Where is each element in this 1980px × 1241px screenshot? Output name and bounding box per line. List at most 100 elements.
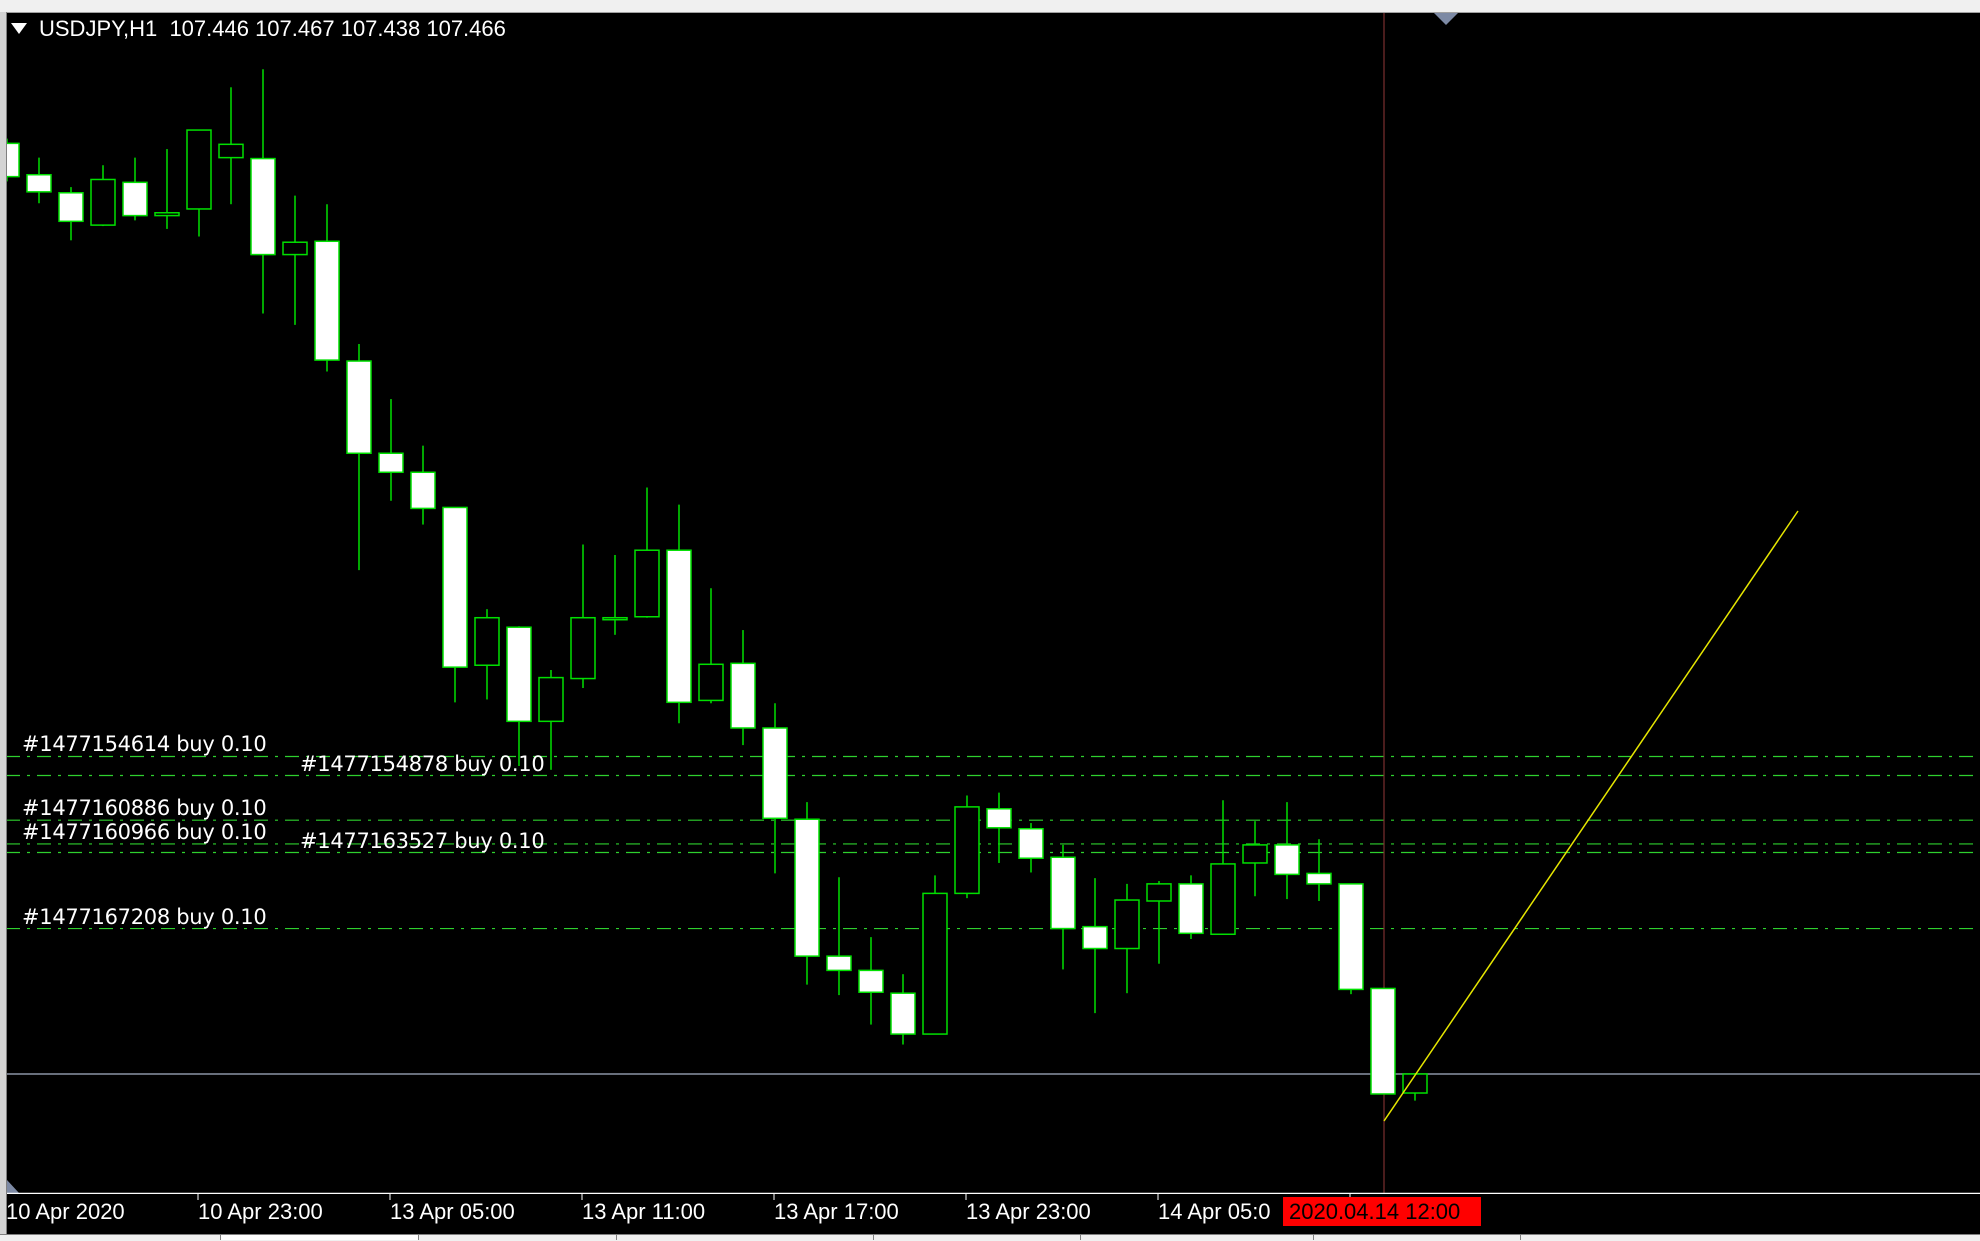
- candle: [1018, 823, 1044, 873]
- candle: [826, 877, 852, 996]
- order-label: #1477154614 buy 0.10: [22, 732, 267, 757]
- crosshair-time-label: 2020.04.14 12:00: [1283, 1197, 1481, 1226]
- candle: [698, 588, 724, 704]
- bull-candle-body: [954, 806, 980, 895]
- candle: [890, 974, 916, 1045]
- candle: [1178, 875, 1204, 940]
- candle: [58, 187, 84, 241]
- bear-candle-body: [1050, 856, 1076, 930]
- chart-title: USDJPY,H1 107.446 107.467 107.438 107.46…: [39, 16, 506, 42]
- bear-candle-body: [890, 992, 916, 1035]
- candle: [122, 157, 148, 221]
- bull-candle-body: [538, 676, 564, 723]
- bear-candle-body: [314, 240, 340, 361]
- candle: [154, 149, 180, 229]
- time-tick-label: 13 Apr 05:00: [390, 1199, 515, 1224]
- bull-candle-body: [1402, 1073, 1428, 1094]
- candle: [410, 445, 436, 525]
- bear-candle-body: [666, 549, 692, 704]
- symbol-timeframe: USDJPY,H1: [39, 16, 158, 41]
- bull-candle-body: [570, 616, 596, 680]
- bull-candle-body: [218, 143, 244, 159]
- candle: [250, 69, 276, 314]
- candle: [474, 609, 500, 700]
- candle: [1242, 821, 1268, 897]
- bear-candle-body: [986, 808, 1012, 829]
- order-lines: [6, 755, 1980, 930]
- bull-candle-body: [1146, 883, 1172, 902]
- candle: [186, 129, 212, 237]
- bear-candle-body: [1018, 827, 1044, 859]
- bear-candle-body: [1370, 987, 1396, 1095]
- bear-candle-body: [442, 506, 468, 668]
- candle: [26, 157, 52, 204]
- bull-candle-body: [922, 892, 948, 1035]
- candle: [506, 626, 532, 767]
- window-top-bar: [0, 0, 1980, 13]
- time-tick-label: 14 Apr 05:0: [1158, 1199, 1271, 1224]
- bear-candle-body: [1306, 872, 1332, 885]
- candles: [0, 69, 1428, 1101]
- candle: [1114, 883, 1140, 994]
- tab-divider: [873, 1235, 874, 1240]
- candle: [346, 343, 372, 571]
- bear-candle-body: [762, 727, 788, 820]
- candle: [1210, 800, 1236, 936]
- tab-divider: [1520, 1235, 1521, 1240]
- tab-divider: [1313, 1235, 1314, 1240]
- time-axis: [6, 1194, 1980, 1234]
- candle: [1146, 881, 1172, 964]
- candle: [442, 506, 468, 703]
- bear-candle-body: [826, 955, 852, 972]
- candle: [954, 795, 980, 899]
- bear-candle-body: [794, 818, 820, 957]
- trendline[interactable]: [1383, 510, 1799, 1122]
- bear-candle-body: [1338, 883, 1364, 991]
- candle: [794, 802, 820, 985]
- bull-candle-body: [634, 549, 660, 618]
- tab-divider: [616, 1235, 617, 1240]
- bear-candle-body: [1082, 925, 1108, 950]
- order-label: #1477163527 buy 0.10: [300, 828, 545, 853]
- tab-divider: [1080, 1235, 1081, 1240]
- bear-candle-body: [506, 626, 532, 723]
- bear-candle-body: [1178, 883, 1204, 935]
- time-tick-label: 10 Apr 23:00: [198, 1199, 323, 1224]
- chart-shift-marker-icon[interactable]: [1434, 13, 1458, 25]
- candle: [922, 875, 948, 1035]
- chart-tab-active[interactable]: [220, 1235, 419, 1240]
- candle: [378, 399, 404, 501]
- candle: [1338, 883, 1364, 995]
- time-tick-label: 13 Apr 23:00: [966, 1199, 1091, 1224]
- candle: [1402, 1073, 1428, 1101]
- order-label: #1477160966 buy 0.10: [22, 819, 267, 844]
- bull-candle-body: [1242, 844, 1268, 864]
- chart-background: [6, 13, 1980, 1234]
- ohlc-values: 107.446 107.467 107.438 107.466: [169, 16, 506, 41]
- bull-candle-body: [698, 663, 724, 702]
- time-tick-label: 10 Apr 2020: [6, 1199, 125, 1224]
- candle: [1306, 839, 1332, 901]
- candle: [314, 204, 340, 372]
- order-label: #1477154878 buy 0.10: [300, 751, 545, 776]
- bear-candle-body: [730, 662, 756, 729]
- bear-candle-body: [378, 452, 404, 474]
- candle: [1050, 844, 1076, 970]
- bull-candle-body: [90, 178, 116, 226]
- bear-candle-body: [1274, 844, 1300, 876]
- order-label: #1477167208 buy 0.10: [22, 904, 267, 929]
- candle: [762, 703, 788, 874]
- candle: [90, 165, 116, 227]
- bear-candle-body: [122, 181, 148, 217]
- candle: [538, 669, 564, 770]
- chart-menu-triangle-icon[interactable]: [11, 23, 27, 34]
- bull-candle-body: [186, 129, 212, 210]
- bull-candle-body: [282, 241, 308, 256]
- candle: [730, 630, 756, 746]
- candle: [1082, 878, 1108, 1014]
- candle: [282, 195, 308, 325]
- candle: [986, 792, 1012, 863]
- bottom-tab-bar: [0, 1234, 1980, 1241]
- bear-candle-body: [58, 192, 84, 223]
